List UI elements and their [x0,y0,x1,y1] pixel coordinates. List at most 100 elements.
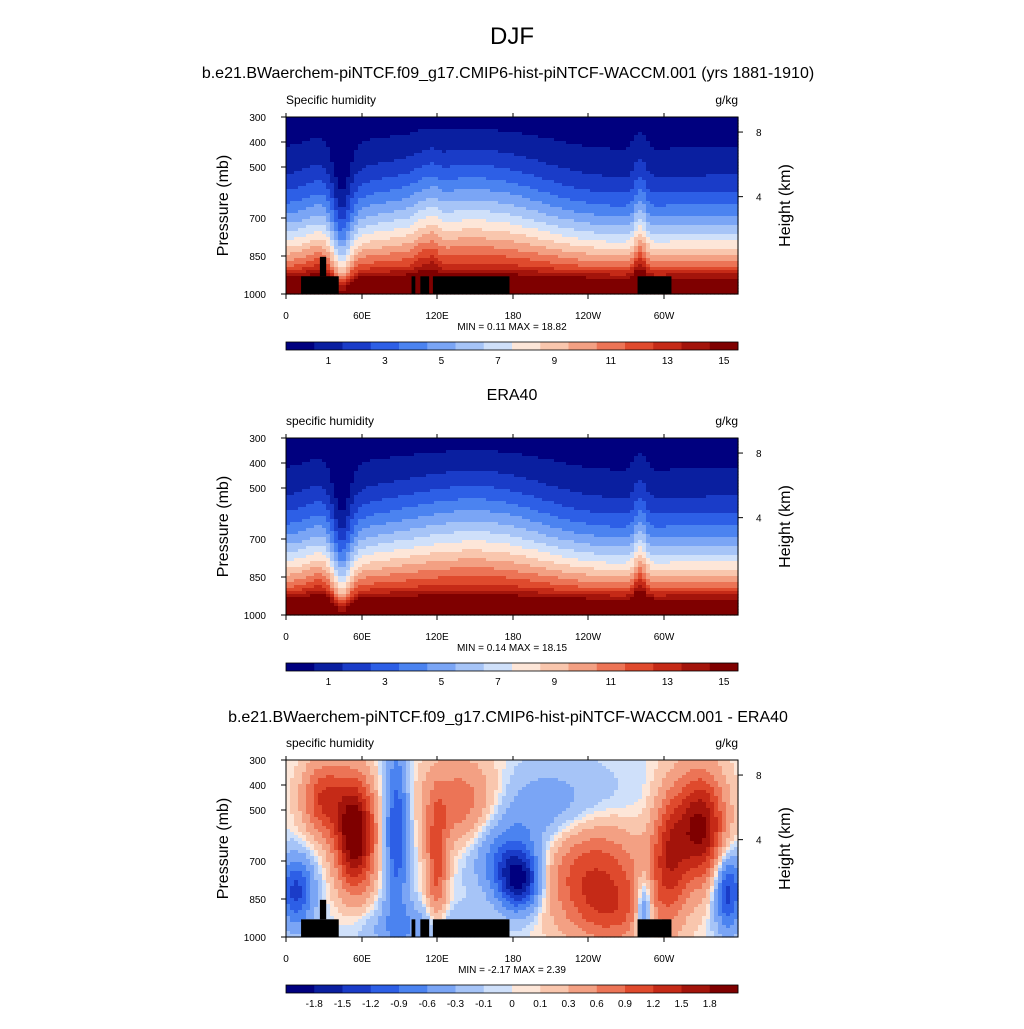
contour-cell [734,204,739,208]
contour-cell [354,234,359,238]
contour-cell [662,219,667,223]
contour-cell [382,129,387,133]
contour-cell [410,189,415,193]
contour-cell [550,237,555,241]
contour-cell [298,162,303,166]
contour-cell [458,120,463,124]
contour-cell [410,204,415,208]
contour-cell [706,165,711,169]
contour-cell [450,231,455,235]
contour-cell [302,243,307,247]
contour-cell [518,165,523,169]
contour-cell [562,219,567,223]
contour-cell [542,231,547,235]
contour-cell [702,180,707,184]
contour-cell [414,156,419,160]
contour-cell [594,243,599,247]
contour-cell [386,183,391,187]
contour-cell [678,195,683,199]
contour-cell [458,174,463,178]
contour-cell [418,159,423,163]
contour-cell [638,138,643,142]
contour-cell [614,117,619,121]
contour-cell [366,168,371,172]
contour-cell [618,201,623,205]
contour-cell [362,153,367,157]
contour-cell [414,213,419,217]
contour-cell [522,192,527,196]
contour-cell [518,144,523,148]
contour-cell [474,162,479,166]
contour-cell [670,228,675,232]
contour-cell [682,243,687,247]
contour-cell [354,165,359,169]
contour-cell [486,162,491,166]
contour-cell [686,123,691,127]
contour-cell [734,231,739,235]
contour-cell [654,195,659,199]
contour-cell [366,123,371,127]
contour-cell [330,249,335,253]
contour-cell [518,219,523,223]
contour-cell [554,165,559,169]
contour-cell [486,186,491,190]
contour-cell [494,246,499,250]
contour-cell [538,228,543,232]
contour-cell [354,183,359,187]
contour-cell [526,150,531,154]
contour-cell [630,192,635,196]
contour-cell [498,174,503,178]
contour-cell [594,219,599,223]
contour-cell [394,222,399,226]
contour-cell [490,225,495,229]
contour-cell [522,165,527,169]
contour-cell [498,216,503,220]
contour-cell [426,240,431,244]
contour-cell [450,132,455,136]
contour-cell [426,150,431,154]
contour-cell [302,129,307,133]
contour-cell [518,141,523,145]
contour-cell [530,126,535,130]
contour-cell [386,207,391,211]
contour-cell [330,240,335,244]
contour-cell [458,123,463,127]
contour-cell [474,192,479,196]
contour-cell [578,243,583,247]
contour-cell [690,129,695,133]
contour-cell [562,138,567,142]
contour-cell [306,222,311,226]
contour-cell [406,219,411,223]
contour-cell [730,237,735,241]
contour-cell [434,141,439,145]
contour-cell [626,129,631,133]
contour-cell [430,246,435,250]
contour-cell [462,180,467,184]
contour-cell [670,219,675,223]
contour-cell [714,219,719,223]
contour-cell [374,171,379,175]
contour-cell [402,147,407,151]
contour-cell [374,189,379,193]
contour-cell [698,219,703,223]
contour-cell [466,141,471,145]
contour-cell [410,135,415,139]
contour-cell [378,174,383,178]
contour-cell [350,249,355,253]
contour-cell [434,234,439,238]
contour-cell [714,210,719,214]
contour-cell [726,153,731,157]
contour-cell [518,135,523,139]
contour-cell [470,144,475,148]
contour-cell [370,207,375,211]
contour-cell [450,234,455,238]
contour-cell [502,207,507,211]
contour-cell [522,147,527,151]
contour-cell [642,213,647,217]
contour-cell [722,123,727,127]
contour-cell [594,165,599,169]
contour-cell [494,174,499,178]
contour-cell [318,162,323,166]
contour-cell [470,165,475,169]
contour-cell [682,138,687,142]
